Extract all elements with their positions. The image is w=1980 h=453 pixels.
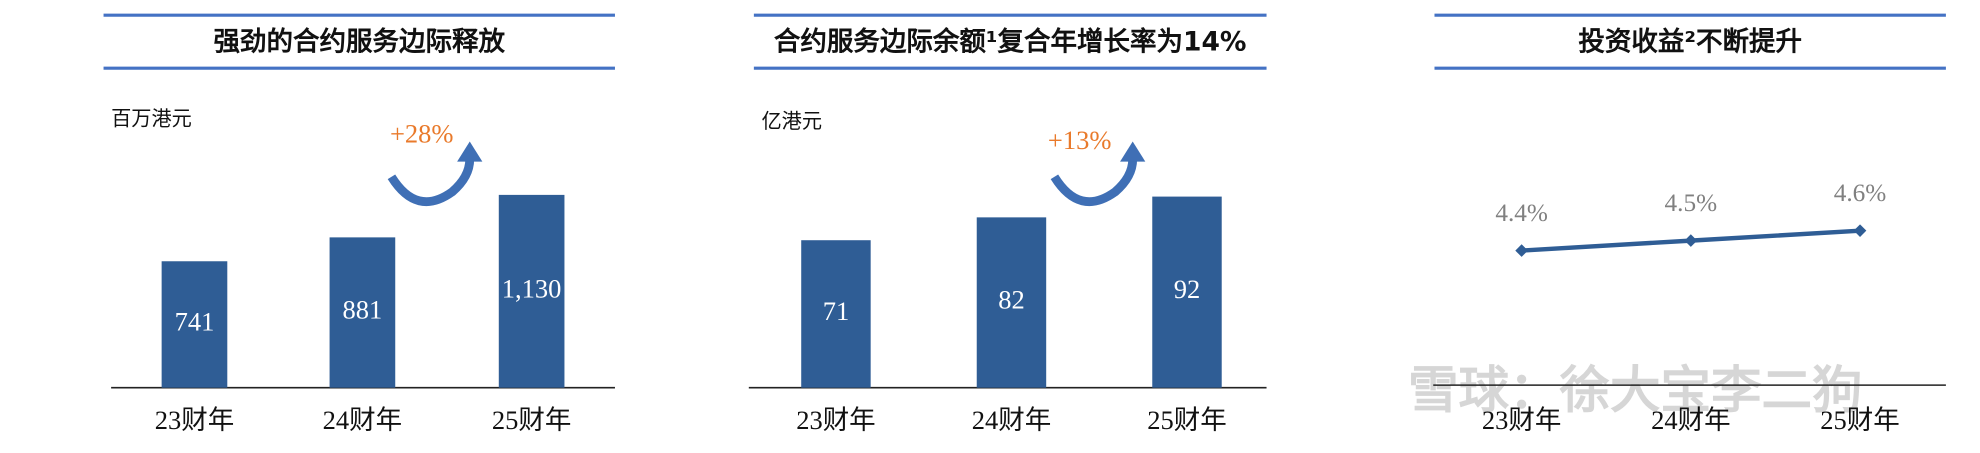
- panel-title: 强劲的合约服务边际释放: [214, 26, 506, 57]
- value-label: 1,130: [502, 273, 562, 303]
- x-tick-label: 24财年: [323, 405, 402, 435]
- x-tick-label: 25财年: [1820, 405, 1899, 435]
- value-label: 71: [823, 296, 849, 326]
- arrow: [387, 158, 1138, 207]
- value-label: 741: [175, 307, 215, 337]
- x-tick-label: 23财年: [1482, 405, 1562, 435]
- arrow-curve: [1050, 158, 1138, 207]
- bar: [161, 261, 228, 388]
- marker: [1684, 234, 1698, 247]
- bar: [976, 217, 1047, 388]
- x-tick-label: 25财年: [492, 405, 572, 435]
- value-label: 881: [343, 295, 383, 325]
- bar: [801, 240, 871, 388]
- marker: [1515, 244, 1528, 257]
- watermark: 雪球：徐大宝李二狗: [1408, 361, 1863, 420]
- panel-title: 合约服务边际余额¹复合年增长率为14%: [774, 26, 1247, 57]
- growth-annotation: +28%: [390, 118, 454, 148]
- x-tick-label: 24财年: [1651, 405, 1731, 435]
- bar: [329, 237, 396, 388]
- value-label: 4.4%: [1495, 199, 1548, 227]
- value-label: 4.6%: [1834, 179, 1887, 207]
- growth-annotation: +13%: [1048, 125, 1112, 155]
- value-label: 82: [998, 285, 1025, 315]
- unit-label: 亿港元: [761, 109, 822, 133]
- arrow-curve: [387, 158, 475, 207]
- panel-title: 投资收益²不断提升: [1578, 26, 1802, 57]
- x-tick-label: 23财年: [155, 405, 235, 435]
- x-tick-label: 25财年: [1147, 405, 1227, 435]
- value-label: 92: [1174, 274, 1200, 304]
- x-tick-label: 24财年: [972, 405, 1052, 435]
- arrow-head: [457, 141, 483, 162]
- unit-label: 百万港元: [111, 106, 192, 130]
- bar: [498, 194, 565, 388]
- bar: [1152, 196, 1222, 388]
- x-tick-label: 23财年: [796, 405, 876, 435]
- value-label: 4.5%: [1665, 189, 1718, 217]
- marker: [1853, 224, 1867, 237]
- arrow-head: [1120, 141, 1146, 162]
